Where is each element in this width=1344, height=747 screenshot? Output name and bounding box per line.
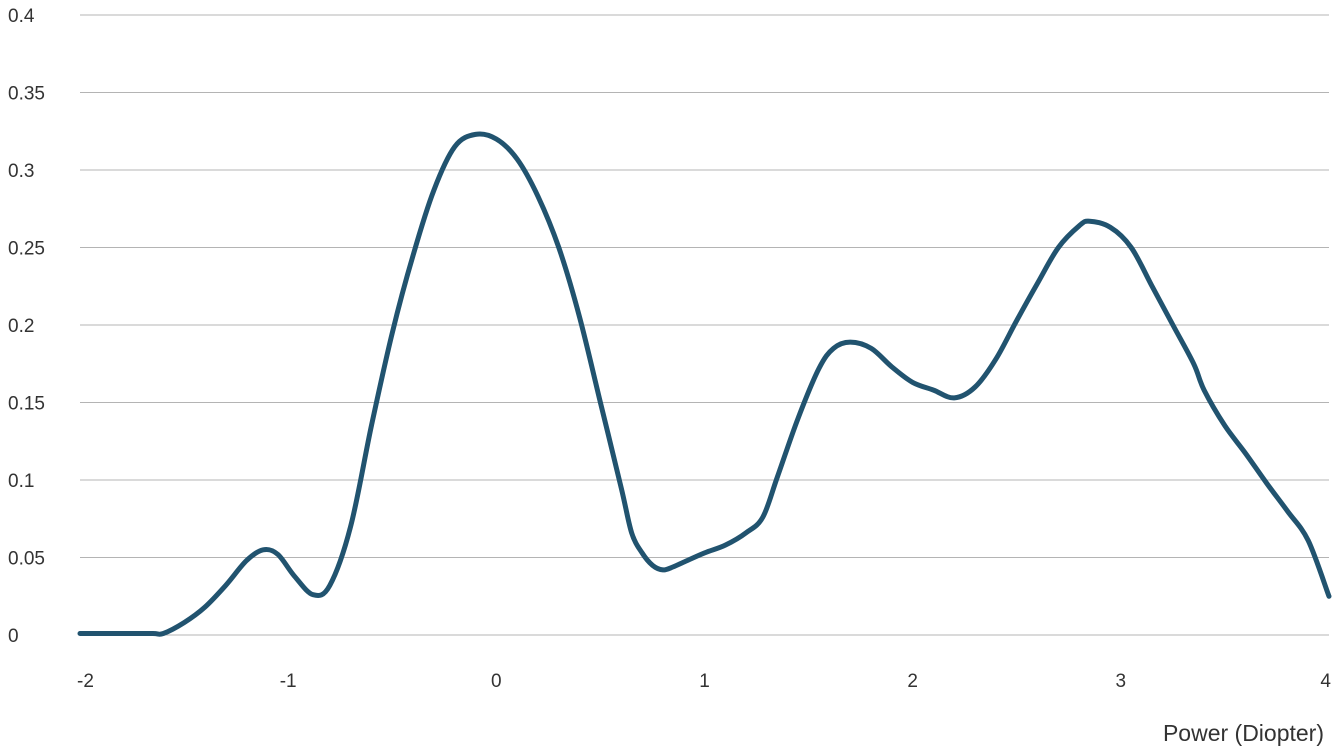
x-tick-label: 1: [699, 671, 710, 692]
y-tick-label: 0: [8, 626, 19, 647]
y-tick-label: 0.25: [8, 239, 45, 260]
x-tick-label: 4: [1320, 671, 1331, 692]
y-axis-ticks: 0 0.05 0.1 0.15 0.2 0.25 0.3 0.35 0.4: [8, 6, 45, 647]
x-tick-label: -1: [280, 671, 297, 692]
series-line: [77, 131, 1332, 637]
series-layer: [77, 131, 1332, 637]
y-tick-label: 0.3: [8, 161, 34, 182]
y-tick-label: 0.1: [8, 471, 34, 492]
x-tick-label: 2: [907, 671, 918, 692]
x-axis-title: Power (Diopter): [1163, 720, 1324, 746]
y-tick-label: 0.4: [8, 6, 35, 27]
x-axis-ticks: -2 -1 0 1 2 3 4: [77, 671, 1331, 692]
x-tick-label: 3: [1116, 671, 1127, 692]
y-tick-label: 0.15: [8, 394, 45, 415]
x-tick-label: 0: [491, 671, 502, 692]
x-tick-label: -2: [77, 671, 94, 692]
y-tick-label: 0.05: [8, 549, 45, 570]
y-tick-label: 0.2: [8, 316, 34, 337]
y-tick-label: 0.35: [8, 84, 45, 105]
gridlines: [80, 14, 1329, 636]
